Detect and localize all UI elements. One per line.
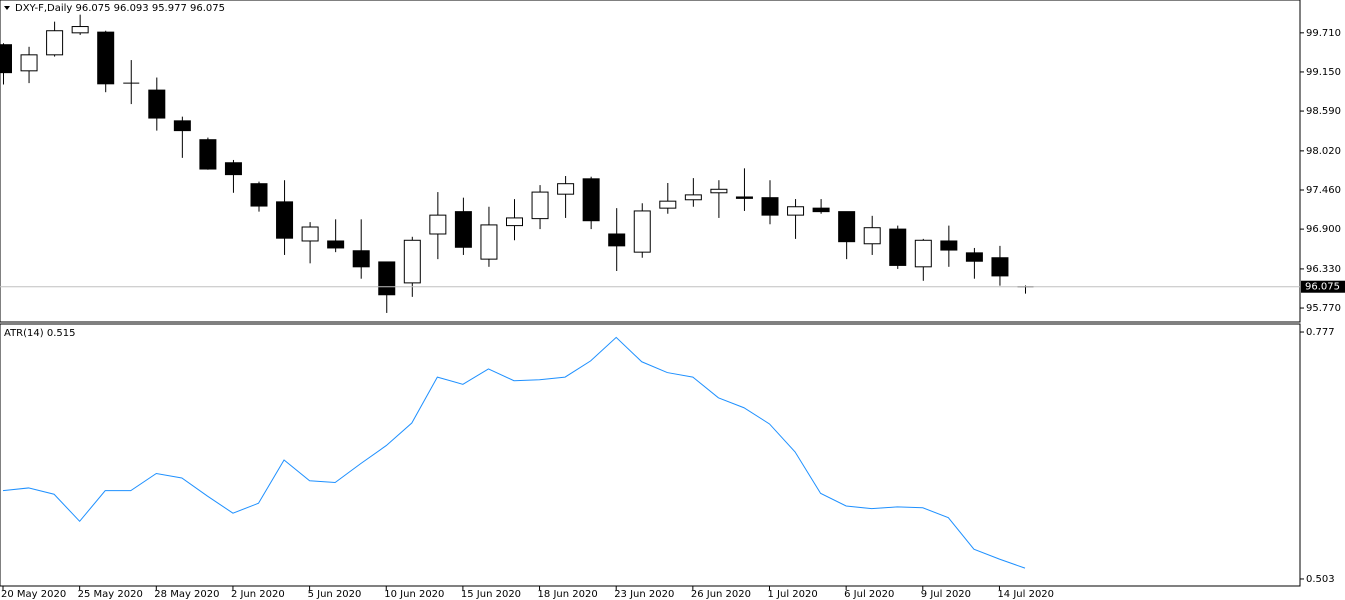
- chart-title: DXY-F,Daily 96.075 96.093 95.977 96.075: [15, 3, 225, 14]
- candle-body: [71, 26, 89, 34]
- candle-body: [454, 211, 472, 248]
- x-tick-label: 15 Jun 2020: [461, 589, 521, 600]
- x-tick-label: 10 Jun 2020: [384, 589, 444, 600]
- candle-body: [276, 201, 294, 239]
- candle-body: [378, 261, 396, 296]
- candle-body: [480, 224, 498, 260]
- y-tick-label: 99.150: [1306, 67, 1341, 78]
- candle-body: [224, 162, 242, 176]
- x-tick-label: 14 Jul 2020: [997, 589, 1054, 600]
- candle-body: [0, 44, 12, 74]
- candle-body: [199, 139, 217, 170]
- candle-body: [889, 228, 907, 266]
- indicator-panel: [0, 323, 1301, 587]
- candle-body: [148, 89, 166, 119]
- candle-body: [429, 214, 447, 235]
- x-tick-label: 26 Jun 2020: [691, 589, 751, 600]
- x-tick-label: 9 Jul 2020: [921, 589, 971, 600]
- x-tick-label: 20 May 2020: [1, 589, 66, 600]
- candle-body: [965, 252, 983, 262]
- candle-body: [403, 239, 421, 284]
- last-price-label: 96.075: [1305, 282, 1340, 293]
- candle-body: [531, 191, 549, 220]
- x-tick-label: 28 May 2020: [154, 589, 219, 600]
- candle-body: [557, 183, 575, 195]
- candle-body: [97, 31, 115, 85]
- y-tick-label: 98.590: [1306, 106, 1341, 117]
- candle-body: [582, 178, 600, 222]
- x-tick-label: 1 Jul 2020: [768, 589, 818, 600]
- candle-body: [735, 196, 753, 199]
- x-tick-label: 2 Jun 2020: [231, 589, 285, 600]
- candle-body: [20, 54, 38, 72]
- candle-body: [710, 188, 728, 194]
- x-tick-label: 23 Jun 2020: [614, 589, 674, 600]
- candle-body: [914, 239, 932, 268]
- y-tick-label: 0.503: [1306, 574, 1335, 585]
- y-tick-label: 0.777: [1306, 327, 1335, 338]
- candle-body: [838, 211, 856, 243]
- candle-body: [506, 217, 523, 227]
- candle-body: [352, 250, 370, 268]
- candle-body: [787, 206, 805, 216]
- candle-body: [812, 207, 830, 213]
- candle-body: [940, 240, 958, 251]
- candle-body: [46, 30, 64, 56]
- candle-body: [991, 257, 1009, 277]
- indicator-line: [2, 336, 1026, 569]
- candle-body: [301, 226, 319, 242]
- candle-body: [173, 120, 191, 132]
- candle-body: [863, 227, 881, 245]
- candle-body: [684, 194, 702, 201]
- y-tick-label: 96.330: [1306, 264, 1341, 275]
- last-price-box: [1301, 280, 1345, 293]
- y-tick-label: 96.900: [1306, 224, 1341, 235]
- price-panel: [0, 0, 1301, 323]
- y-tick-label: 98.020: [1306, 146, 1341, 157]
- candle-body: [327, 240, 345, 249]
- candle-body: [608, 233, 626, 247]
- candle-body: [250, 183, 268, 207]
- y-tick-label: 97.460: [1306, 185, 1341, 196]
- candle-body: [633, 210, 651, 253]
- indicator-title: ATR(14) 0.515: [4, 328, 75, 339]
- candle-body: [659, 200, 677, 209]
- x-tick-label: 6 Jul 2020: [844, 589, 894, 600]
- candle-body: [761, 197, 779, 216]
- x-tick-label: 25 May 2020: [78, 589, 143, 600]
- menu-arrow[interactable]: [4, 6, 10, 10]
- x-tick-label: 5 Jun 2020: [308, 589, 362, 600]
- y-tick-label: 99.710: [1306, 28, 1341, 39]
- y-tick-label: 95.770: [1306, 303, 1341, 314]
- x-tick-label: 18 Jun 2020: [538, 589, 598, 600]
